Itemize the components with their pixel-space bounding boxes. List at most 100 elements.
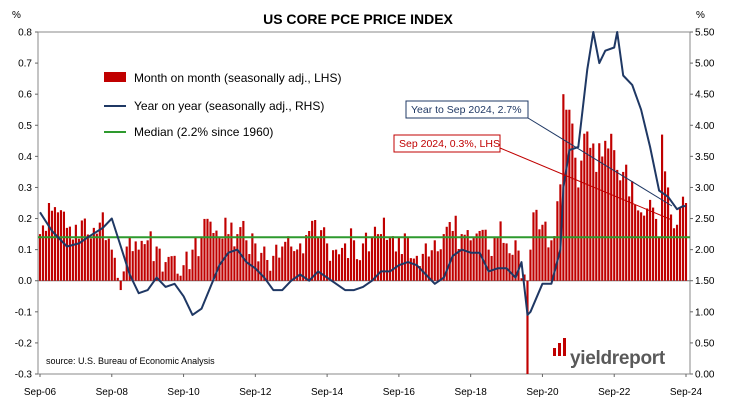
- right-tick-label: 4.00: [695, 121, 715, 132]
- legend-label-median: Median (2.2% since 1960): [134, 125, 273, 139]
- left-axis-unit: %: [12, 10, 21, 21]
- left-tick-label: 0.2: [18, 214, 32, 225]
- mom-bar: [607, 148, 610, 281]
- mom-bar: [421, 253, 424, 281]
- mom-bar: [161, 271, 164, 281]
- mom-bar: [146, 240, 149, 281]
- mom-bar: [269, 270, 272, 281]
- mom-bar: [496, 237, 499, 281]
- mom-bar: [595, 171, 598, 281]
- callout-yoy-box: [405, 100, 529, 119]
- mom-bar: [119, 280, 122, 291]
- logo-wordmark: yieldreport: [570, 348, 666, 369]
- x-tick-label: Sep-12: [239, 387, 272, 398]
- mom-bar: [329, 260, 332, 281]
- mom-bar: [529, 249, 532, 281]
- mom-bar: [520, 278, 523, 281]
- mom-bar: [355, 259, 359, 281]
- mom-bar: [424, 243, 427, 281]
- mom-bar: [349, 228, 353, 281]
- mom-bar: [634, 205, 637, 281]
- mom-bar: [553, 236, 556, 281]
- mom-bar: [475, 233, 478, 281]
- mom-bar: [619, 180, 622, 281]
- mom-bar: [663, 171, 667, 281]
- mom-bar: [83, 218, 86, 281]
- mom-bar: [535, 209, 538, 281]
- mom-bar: [335, 249, 338, 281]
- mom-bar: [95, 233, 98, 281]
- mom-bar: [340, 247, 344, 281]
- left-tick-label: -0.1: [15, 307, 33, 318]
- mom-bar: [176, 273, 179, 281]
- mom-bar: [400, 254, 403, 281]
- mom-bar: [254, 243, 257, 281]
- mom-bar: [628, 196, 631, 281]
- mom-bar: [565, 109, 568, 281]
- mom-bar: [77, 238, 80, 281]
- mom-bar: [167, 256, 170, 281]
- mom-bar: [311, 220, 314, 281]
- x-tick-label: Sep-14: [311, 387, 344, 398]
- mom-bar: [185, 251, 188, 281]
- mom-bar: [571, 123, 574, 281]
- mom-bar: [358, 260, 362, 281]
- annotations: Year to Sep 2024, 2.7% Sep 2024, 0.3%, L…: [393, 100, 673, 221]
- mom-bar: [589, 147, 592, 281]
- mom-bar: [556, 201, 559, 281]
- mom-bar: [625, 164, 628, 281]
- mom-bar: [598, 143, 601, 281]
- mom-bar: [209, 221, 212, 281]
- mom-bar: [436, 251, 439, 281]
- mom-bar: [403, 233, 406, 281]
- mom-bar: [577, 187, 580, 281]
- mom-bar: [391, 236, 394, 281]
- mom-bar: [191, 249, 194, 281]
- x-tick-label: Sep-24: [670, 387, 703, 398]
- mom-bar: [56, 212, 60, 281]
- mom-bar: [170, 256, 173, 281]
- mom-bar: [173, 255, 176, 281]
- logo-mark-3: [563, 338, 566, 356]
- right-tick-label: 4.50: [695, 90, 715, 101]
- mom-bar: [101, 212, 104, 281]
- mom-bar: [122, 271, 125, 281]
- mom-bar: [655, 218, 658, 281]
- left-tick-label: 0.0: [18, 276, 32, 287]
- mom-bar: [418, 266, 421, 281]
- mom-bar: [134, 241, 137, 281]
- left-tick-label: 0.5: [18, 121, 32, 132]
- mom-bar: [317, 237, 320, 281]
- right-tick-label: 5.50: [695, 28, 715, 39]
- mom-bar: [278, 257, 281, 281]
- mom-bar: [314, 220, 317, 281]
- mom-bar: [110, 249, 113, 281]
- mom-bar: [158, 248, 161, 281]
- mom-bar: [415, 255, 418, 281]
- mom-bar: [44, 230, 48, 281]
- mom-bar: [460, 234, 463, 281]
- mom-bar: [80, 220, 83, 281]
- mom-bar: [652, 207, 655, 281]
- mom-bar: [131, 251, 134, 281]
- legend-label-yoy: Year on year (seasonally adj., RHS): [134, 99, 324, 113]
- callout-mom-leader: [499, 147, 673, 221]
- mom-bar: [508, 253, 511, 281]
- mom-bar: [200, 237, 203, 281]
- mom-bar: [538, 229, 541, 281]
- legend-label-mom: Month on month (seasonally adj., LHS): [134, 71, 341, 85]
- x-tick-label: Sep-10: [167, 387, 200, 398]
- mom-bar: [487, 249, 490, 281]
- mom-bar: [86, 234, 89, 281]
- mom-bar: [580, 160, 583, 281]
- mom-bar: [293, 251, 296, 281]
- mom-bars: [38, 94, 688, 374]
- mom-bar: [550, 240, 553, 281]
- callout-mom-text: Sep 2024, 0.3%, LHS: [399, 138, 500, 150]
- mom-bar: [511, 254, 514, 281]
- mom-bar: [514, 240, 517, 281]
- mom-bar: [517, 250, 520, 281]
- mom-bar: [469, 240, 472, 281]
